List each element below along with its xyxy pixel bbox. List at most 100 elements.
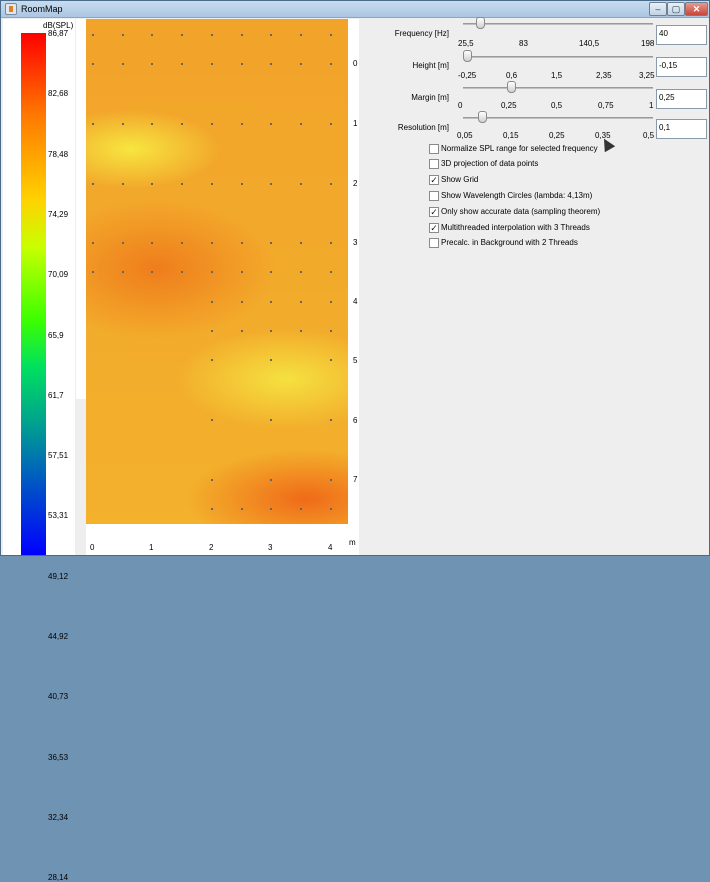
grid-point (241, 183, 243, 185)
maximize-button[interactable]: ▢ (667, 2, 685, 16)
height-slider-thumb[interactable] (462, 50, 472, 62)
margin-tick-label: 0,75 (598, 101, 614, 110)
option-checkbox[interactable] (429, 144, 439, 154)
option-checkbox[interactable] (429, 238, 439, 248)
grid-point (270, 508, 272, 510)
frequency-slider-thumb[interactable] (476, 17, 486, 29)
legend-label: 65,9 (48, 330, 64, 340)
grid-point (181, 123, 183, 125)
y-tick-label: 2 (353, 179, 358, 188)
grid-point (270, 242, 272, 244)
legend-label: 57,51 (48, 451, 69, 461)
margin-tick-label: 0 (458, 101, 463, 110)
height-tick-label: 0,6 (506, 71, 518, 80)
resolution-slider-track[interactable] (463, 117, 653, 119)
height-tick-label: 1,5 (551, 71, 563, 80)
spl-legend: dB(SPL) 86,87 82,68 78,48 74,29 70,09 65,9 61,… (3, 19, 75, 882)
grid-point (300, 301, 302, 303)
frequency-slider-track[interactable] (463, 23, 653, 25)
grid-point (211, 63, 213, 65)
grid-point (270, 301, 272, 303)
option-checkbox[interactable] (429, 191, 439, 201)
x-axis-unit: m (349, 538, 356, 547)
grid-point (270, 419, 272, 421)
grid-point (300, 508, 302, 510)
grid-point (330, 123, 332, 125)
height-value-field[interactable]: -0,15 (656, 57, 707, 77)
resolution-tick-label: 0,15 (503, 131, 519, 140)
height-label: Height [m] (412, 61, 449, 70)
grid-point (270, 359, 272, 361)
resolution-tick-label: 0,25 (549, 131, 565, 140)
grid-point (300, 63, 302, 65)
grid-point (181, 242, 183, 244)
grid-point (211, 479, 213, 481)
grid-point (330, 242, 332, 244)
grid-point (270, 63, 272, 65)
grid-point (330, 183, 332, 185)
grid-point (211, 508, 213, 510)
option-label: Normalize SPL range for selected frequen… (441, 144, 598, 153)
grid-point (122, 242, 124, 244)
frequency-tick-label: 140,5 (579, 39, 600, 48)
margin-tick-label: 0,5 (551, 101, 563, 110)
y-tick-label: 1 (353, 119, 358, 128)
resolution-label: Resolution [m] (397, 123, 449, 132)
grid-point (211, 301, 213, 303)
margin-value-field[interactable]: 0,25 (656, 89, 707, 109)
grid-point (92, 63, 94, 65)
height-tick-label: 3,25 (639, 71, 655, 80)
grid-point (211, 359, 213, 361)
margin-slider-thumb[interactable] (506, 81, 516, 93)
legend-label: 86,87 (48, 29, 69, 38)
grid-point (151, 183, 153, 185)
grid-point (330, 419, 332, 421)
grid-point (92, 183, 94, 185)
legend-label: 70,09 (48, 270, 69, 280)
margin-slider-track[interactable] (463, 87, 653, 89)
close-button[interactable]: ✕ (685, 2, 708, 16)
grid-point (241, 271, 243, 273)
y-tick-label: 5 (353, 356, 358, 365)
grid-point (92, 242, 94, 244)
grid-point (241, 123, 243, 125)
frequency-tick-label: 198 (641, 39, 655, 48)
x-tick-label: 1 (149, 543, 154, 552)
minimize-button[interactable]: – (649, 2, 667, 16)
y-tick-label: 7 (353, 475, 358, 484)
frequency-value-field[interactable]: 40 (656, 25, 707, 45)
option-label: 3D projection of data points (441, 159, 539, 168)
grid-point (181, 63, 183, 65)
resolution-tick-label: 0,5 (643, 131, 655, 140)
grid-point (181, 183, 183, 185)
option-checkbox[interactable] (429, 159, 439, 169)
grid-point (211, 271, 213, 273)
y-tick-label: 3 (353, 238, 358, 247)
resolution-value-field[interactable]: 0,1 (656, 119, 707, 139)
grid-point (92, 123, 94, 125)
grid-point (300, 271, 302, 273)
spl-heatmap[interactable] (86, 19, 348, 524)
margin-tick-label: 1 (649, 101, 654, 110)
legend-label: 53,31 (48, 511, 69, 521)
height-slider-track[interactable] (463, 56, 653, 58)
grid-point (151, 271, 153, 273)
grid-point (300, 330, 302, 332)
legend-label: 74,29 (48, 209, 69, 219)
legend-label: 40,73 (48, 692, 69, 702)
grid-point (122, 123, 124, 125)
resolution-slider-thumb[interactable] (478, 111, 487, 123)
option-checkbox[interactable]: ✓ (429, 175, 439, 185)
x-tick-label: 2 (209, 543, 214, 552)
grid-point (211, 330, 213, 332)
grid-point (151, 242, 153, 244)
grid-point (122, 63, 124, 65)
grid-point (181, 271, 183, 273)
legend-color-bar (21, 33, 46, 555)
app-icon (5, 3, 17, 15)
grid-point (211, 242, 213, 244)
option-checkbox[interactable]: ✓ (429, 223, 439, 233)
height-tick-label: -0,25 (458, 71, 477, 80)
grid-point (241, 330, 243, 332)
option-checkbox[interactable]: ✓ (429, 207, 439, 217)
